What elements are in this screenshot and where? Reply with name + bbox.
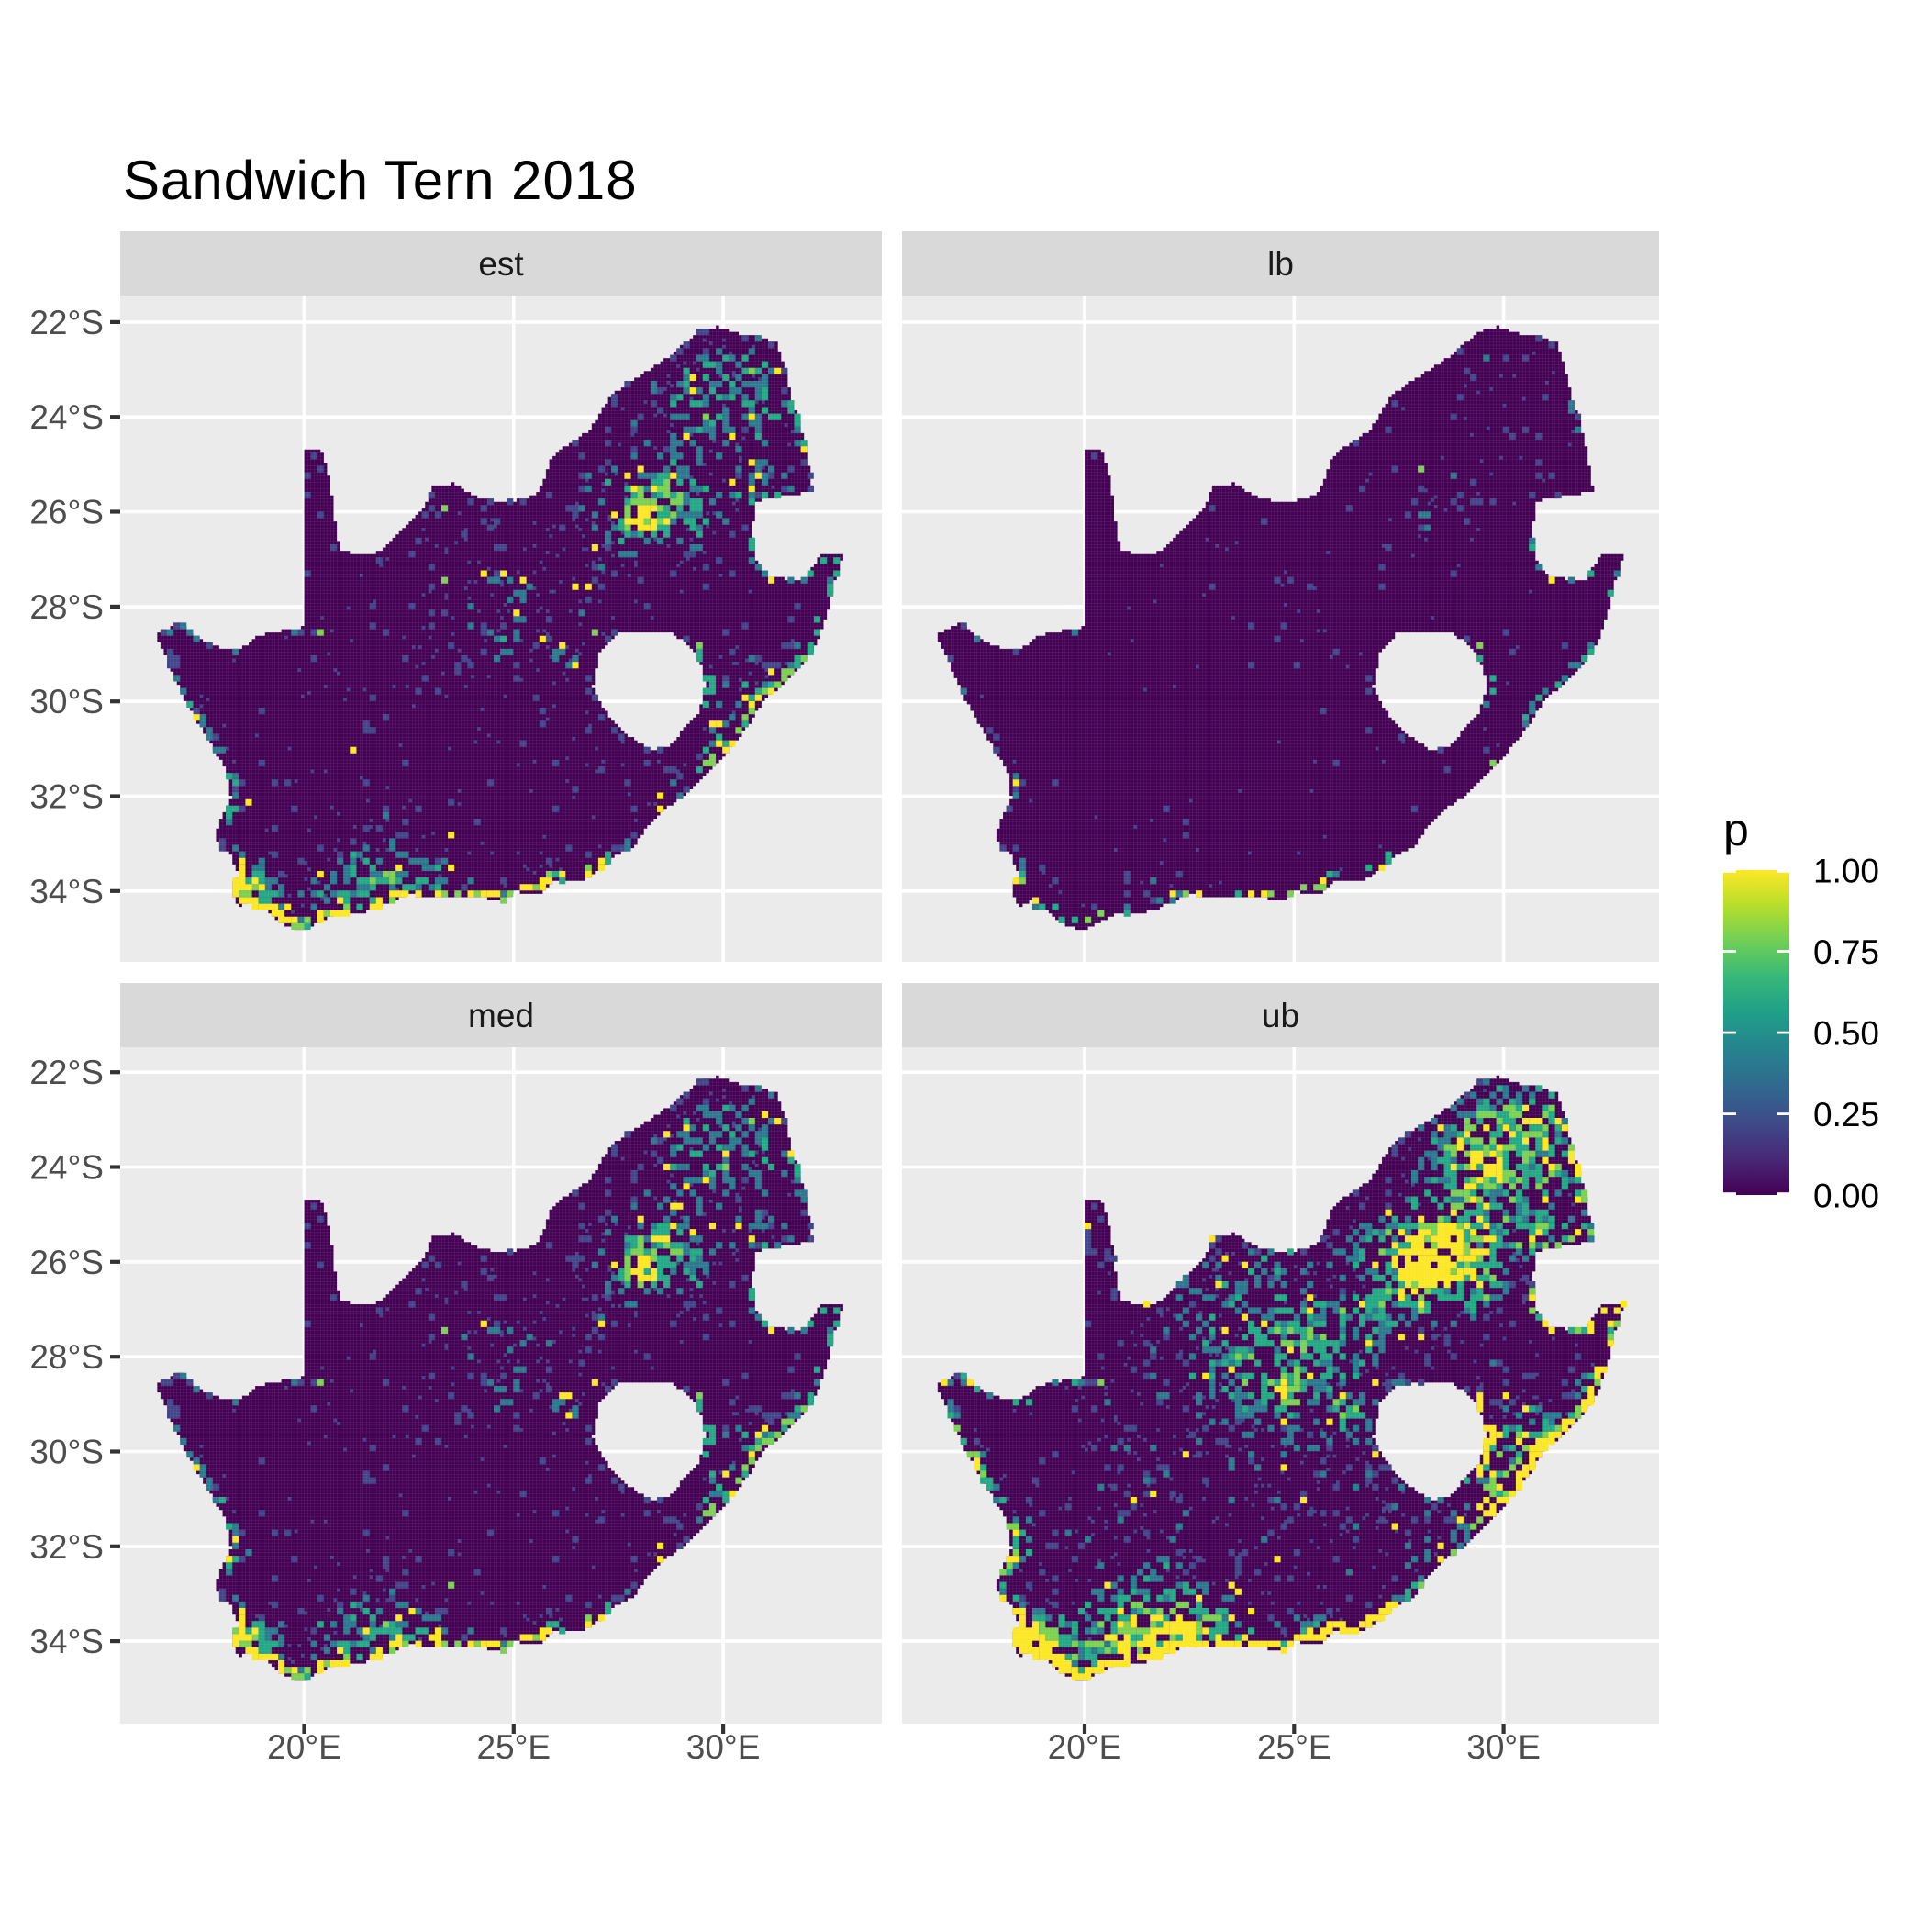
svg-text:0.75: 0.75 xyxy=(1813,933,1879,971)
svg-text:p: p xyxy=(1723,804,1749,855)
svg-text:Sandwich Tern 2018: Sandwich Tern 2018 xyxy=(123,150,638,211)
svg-text:22°S: 22°S xyxy=(29,304,104,341)
svg-text:32°S: 32°S xyxy=(29,778,104,816)
svg-text:25°E: 25°E xyxy=(476,1728,551,1766)
svg-text:ub: ub xyxy=(1262,997,1299,1034)
svg-text:28°S: 28°S xyxy=(29,588,104,626)
svg-text:26°S: 26°S xyxy=(29,1244,104,1281)
svg-text:22°S: 22°S xyxy=(29,1054,104,1091)
svg-text:25°E: 25°E xyxy=(1257,1728,1331,1766)
svg-text:30°S: 30°S xyxy=(29,683,104,720)
svg-text:30°S: 30°S xyxy=(29,1434,104,1471)
svg-text:24°S: 24°S xyxy=(29,398,104,436)
svg-text:lb: lb xyxy=(1267,245,1294,283)
svg-text:med: med xyxy=(468,997,534,1034)
svg-text:est: est xyxy=(478,245,524,283)
svg-text:20°E: 20°E xyxy=(1048,1728,1122,1766)
svg-text:20°E: 20°E xyxy=(267,1728,341,1766)
svg-text:1.00: 1.00 xyxy=(1813,853,1879,890)
svg-text:24°S: 24°S xyxy=(29,1149,104,1187)
svg-text:30°E: 30°E xyxy=(686,1728,761,1766)
svg-text:30°E: 30°E xyxy=(1466,1728,1541,1766)
svg-text:26°S: 26°S xyxy=(29,494,104,531)
svg-text:0.50: 0.50 xyxy=(1813,1015,1879,1053)
svg-text:34°S: 34°S xyxy=(29,1623,104,1660)
svg-text:34°S: 34°S xyxy=(29,873,104,910)
svg-text:32°S: 32°S xyxy=(29,1528,104,1566)
svg-text:0.25: 0.25 xyxy=(1813,1096,1879,1134)
svg-text:28°S: 28°S xyxy=(29,1338,104,1376)
svg-text:0.00: 0.00 xyxy=(1813,1178,1879,1215)
